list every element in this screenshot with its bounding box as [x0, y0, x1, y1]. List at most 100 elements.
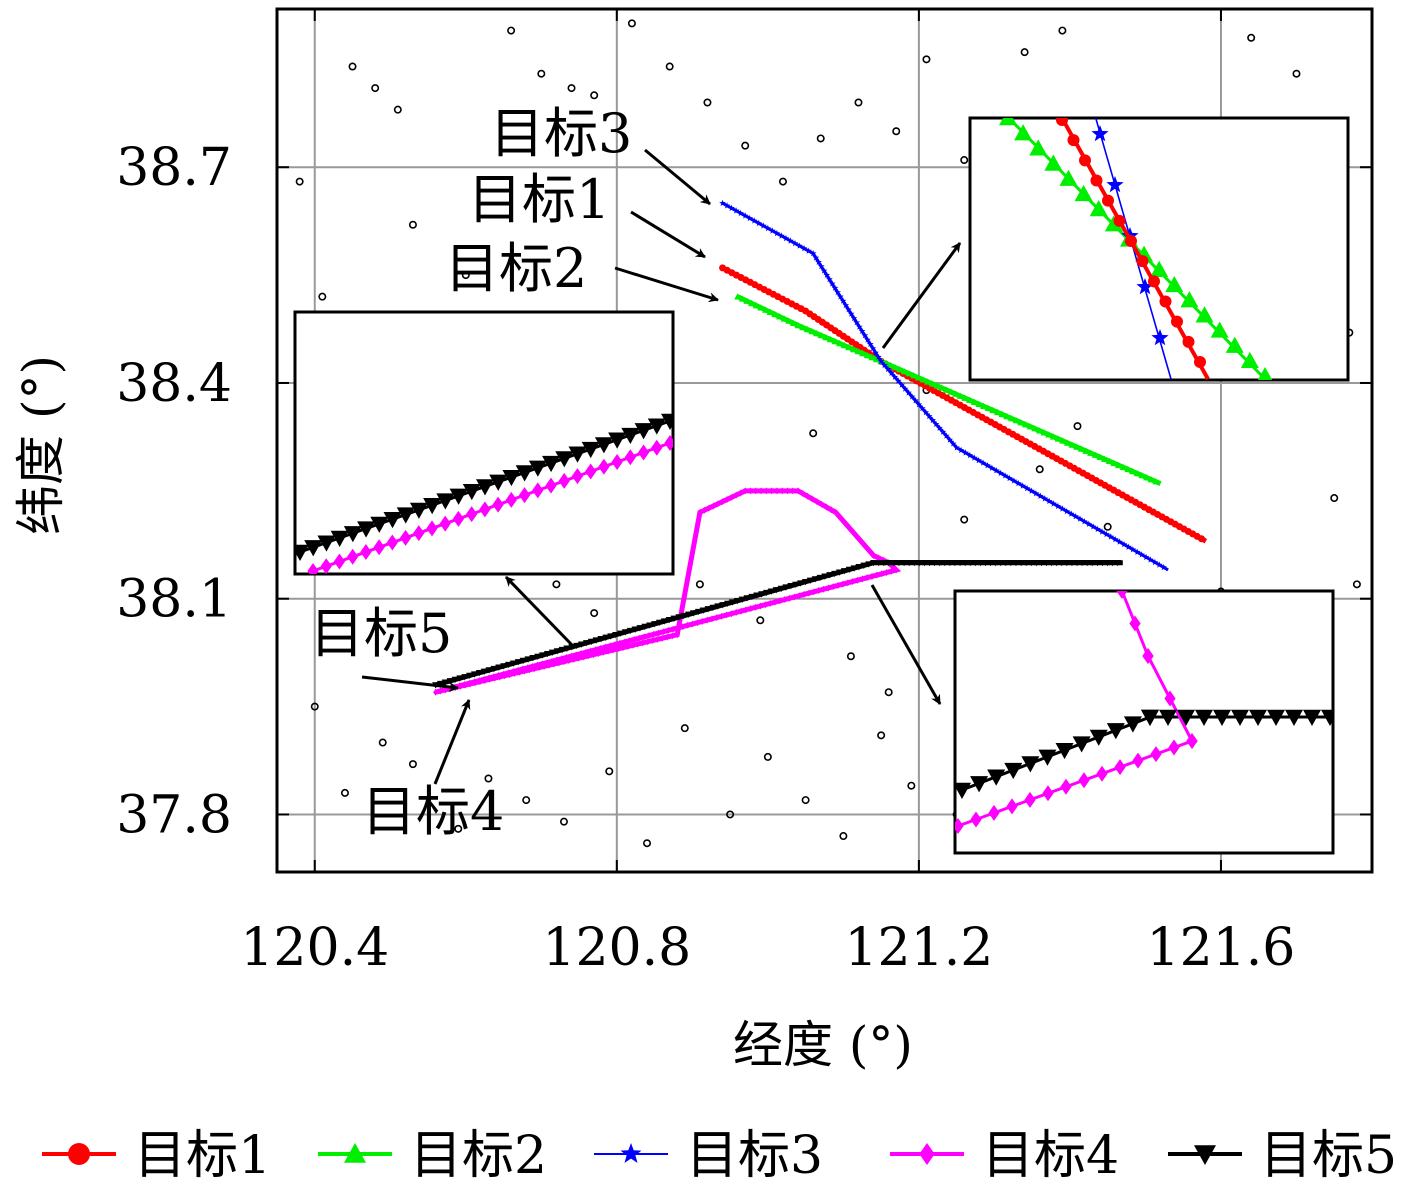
series-marker-4: [840, 580, 846, 588]
insetB-black-marker: [462, 483, 481, 501]
series-marker-2: [1063, 439, 1071, 446]
series-marker-5: [646, 622, 654, 629]
series-layer: [432, 199, 1208, 696]
clutter-point: [1058, 26, 1067, 35]
insetA-red-marker: [1056, 118, 1068, 126]
series-marker-3: [823, 271, 831, 278]
inset-a-green-markers: [999, 118, 1273, 380]
series-marker-4: [715, 500, 721, 508]
series-marker-5: [981, 559, 989, 567]
insetB-black-marker: [383, 512, 402, 529]
inset-left: [293, 310, 675, 576]
series-marker-3: [877, 357, 885, 365]
series-marker-4: [738, 489, 744, 497]
series-marker-4: [471, 678, 477, 686]
series-marker-4: [549, 657, 555, 665]
series-marker-3: [869, 344, 877, 352]
series-marker-4: [696, 514, 702, 522]
series-marker-3: [1098, 528, 1106, 535]
series-marker-5: [910, 559, 918, 567]
series-marker-4: [782, 596, 788, 604]
series-marker-2: [734, 293, 742, 300]
insetB-black-marker: [515, 465, 534, 482]
series-marker-4: [884, 569, 889, 577]
series-marker-2: [1040, 429, 1048, 436]
clutter-point: [340, 788, 349, 797]
series-marker-4: [795, 487, 801, 495]
insetC-mag-marker: [955, 818, 964, 834]
insetC-mag-marker: [1168, 739, 1180, 756]
clutter-point: [310, 702, 319, 711]
insetB-black-marker: [594, 437, 613, 454]
series-marker-2: [757, 304, 765, 311]
insetB-mag-marker: [637, 444, 650, 461]
series-marker-5: [704, 606, 712, 613]
insetB-mag-marker: [347, 548, 359, 565]
series-marker-3: [839, 297, 847, 304]
series-marker-4: [801, 590, 807, 598]
series-marker-3: [782, 234, 790, 242]
series-marker-4: [610, 646, 616, 654]
series-marker-3: [1081, 518, 1088, 525]
series-marker-3: [820, 267, 828, 274]
series-marker-2: [738, 295, 746, 302]
insetB-black-marker: [502, 469, 521, 487]
series-marker-2: [785, 317, 793, 324]
series-marker-4: [695, 519, 701, 527]
insetB-mag-marker: [598, 458, 610, 475]
inset-lower-right: [953, 589, 1335, 855]
series-marker-5: [1109, 559, 1117, 567]
legend-marker-3: [620, 1143, 642, 1163]
clutter-point: [393, 105, 402, 114]
series-marker-5: [607, 633, 615, 640]
series-marker-3: [719, 199, 726, 206]
insetB-black-marker: [568, 446, 587, 463]
clutter-point: [1352, 580, 1361, 589]
series-marker-2: [803, 325, 811, 333]
insetB-black-marker: [608, 432, 627, 449]
series-marker-5: [466, 672, 474, 680]
insetC-black-marker: [1159, 709, 1177, 726]
series-marker-5: [670, 615, 678, 622]
inset-c-black-markers: [955, 709, 1333, 799]
series-marker-4: [573, 651, 579, 659]
series-marker-3: [760, 222, 767, 229]
series-marker-4: [568, 652, 574, 660]
series-marker-3: [773, 229, 781, 237]
series-marker-2: [780, 315, 788, 322]
insetB-black-marker: [357, 521, 376, 538]
series-marker-5: [946, 559, 954, 567]
insetB-mag-marker: [333, 553, 346, 570]
clutter-point: [884, 688, 893, 697]
series-marker-5: [797, 580, 805, 587]
series-marker-5: [524, 656, 532, 663]
clutter-point: [408, 760, 417, 769]
axis-ticks: 120.4 120.8 121.2 121.6 37.8 38.1 38.4 38.7: [116, 9, 1372, 978]
series-marker-4: [688, 554, 694, 562]
series-marker-5: [495, 664, 503, 671]
series-marker-3: [864, 336, 871, 343]
series-marker-4: [640, 639, 646, 647]
series-marker-2: [868, 353, 876, 361]
series-marker-2: [775, 313, 783, 320]
series-marker-5: [956, 559, 964, 567]
series-marker-2: [942, 386, 950, 393]
series-marker-3: [1125, 543, 1132, 550]
series-marker-3: [912, 397, 919, 404]
series-marker-2: [1091, 451, 1099, 458]
insetB-mag-marker: [492, 496, 504, 513]
series-marker-3: [898, 381, 906, 388]
series-marker-5: [1048, 559, 1056, 567]
series-marker-4: [769, 487, 775, 495]
series-marker-4: [433, 688, 439, 696]
series-marker-5: [1053, 559, 1061, 567]
series-marker-4: [664, 633, 670, 641]
series-marker-5: [529, 655, 537, 662]
insetC-black-marker: [970, 776, 989, 793]
series-marker-5: [505, 661, 513, 669]
series-marker-3: [946, 436, 954, 443]
series-marker-5: [1104, 559, 1112, 567]
series-marker-4: [481, 675, 487, 683]
series-marker-3: [1160, 563, 1167, 571]
series-marker-5: [1114, 559, 1122, 567]
